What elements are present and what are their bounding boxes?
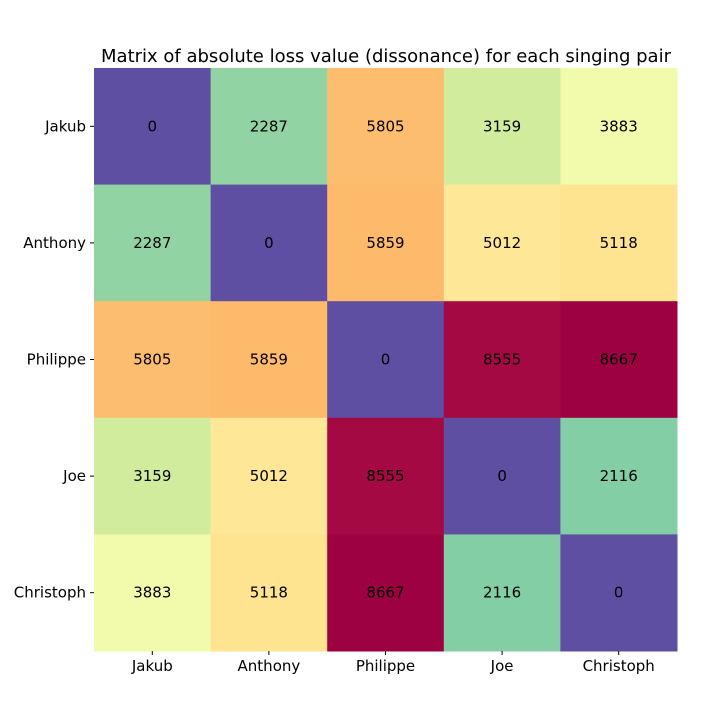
cell-value-label: 0 (264, 234, 274, 252)
heatmap-cell (327, 68, 445, 186)
y-tick-label: Philippe (27, 351, 86, 369)
cell-value-label: 3883 (600, 117, 638, 135)
cell-value-label: 3883 (133, 584, 171, 602)
x-tick-label: Joe (490, 657, 514, 675)
y-axis: Jakub Anthony Philippe Joe Christoph (14, 117, 94, 602)
cell-value-label: 0 (614, 584, 624, 602)
heatmap-cell (443, 301, 561, 419)
y-tick-label: Anthony (23, 234, 86, 252)
y-tick-label: Christoph (14, 584, 86, 602)
cell-value-label: 0 (148, 117, 158, 135)
heatmap-cell (443, 417, 561, 535)
heatmap-cells: 0 2287 5805 3159 3883 2287 0 5859 5012 5118 5805 58… (94, 68, 678, 652)
cell-value-label: 3159 (483, 117, 521, 135)
cell-value-label: 8667 (366, 584, 404, 602)
heatmap-cell (443, 534, 561, 652)
cell-value-label: 2287 (133, 234, 171, 252)
heatmap-cell (210, 184, 328, 302)
heatmap-cell (210, 301, 328, 419)
cell-value-label: 2116 (600, 467, 638, 485)
cell-value-label: 2287 (250, 117, 288, 135)
cell-value-label: 5859 (366, 234, 404, 252)
y-tick-label: Joe (62, 467, 86, 485)
heatmap-cell (94, 417, 212, 535)
cell-value-label: 5118 (600, 234, 638, 252)
cell-value-label: 0 (381, 351, 391, 369)
heatmap-cell (327, 534, 445, 652)
heatmap-cell (560, 534, 678, 652)
heatmap-cell (327, 417, 445, 535)
cell-value-label: 5012 (250, 467, 288, 485)
cell-value-label: 8555 (366, 467, 404, 485)
cell-value-label: 8555 (483, 351, 521, 369)
chart-title: Matrix of absolute loss value (dissonanc… (101, 46, 672, 67)
heatmap-cell (327, 301, 445, 419)
heatmap-cell (560, 301, 678, 419)
heatmap-cell (560, 417, 678, 535)
x-axis: Jakub Anthony Philippe Joe Christoph (131, 651, 655, 675)
heatmap-cell (210, 534, 328, 652)
heatmap-cell (94, 68, 212, 186)
cell-value-label: 5805 (366, 117, 404, 135)
cell-value-label: 5805 (133, 351, 171, 369)
heatmap-cell (443, 68, 561, 186)
x-tick-label: Philippe (356, 657, 415, 675)
heatmap-cell (94, 184, 212, 302)
cell-value-label: 5012 (483, 234, 521, 252)
cell-value-label: 2116 (483, 584, 521, 602)
heatmap-cell (443, 184, 561, 302)
cell-value-label: 0 (497, 467, 507, 485)
cell-value-label: 5118 (250, 584, 288, 602)
heatmap-cell (94, 534, 212, 652)
cell-value-label: 5859 (250, 351, 288, 369)
cell-value-label: 8667 (600, 351, 638, 369)
heatmap-cell (560, 184, 678, 302)
x-tick-label: Christoph (583, 657, 655, 675)
heatmap-cell (560, 68, 678, 186)
heatmap-cell (210, 417, 328, 535)
cell-value-label: 3159 (133, 467, 171, 485)
heatmap-cell (327, 184, 445, 302)
y-tick-label: Jakub (44, 117, 86, 135)
x-tick-label: Anthony (238, 657, 301, 675)
heatmap-cell (94, 301, 212, 419)
heatmap-cell (210, 68, 328, 186)
x-tick-label: Jakub (131, 657, 173, 675)
